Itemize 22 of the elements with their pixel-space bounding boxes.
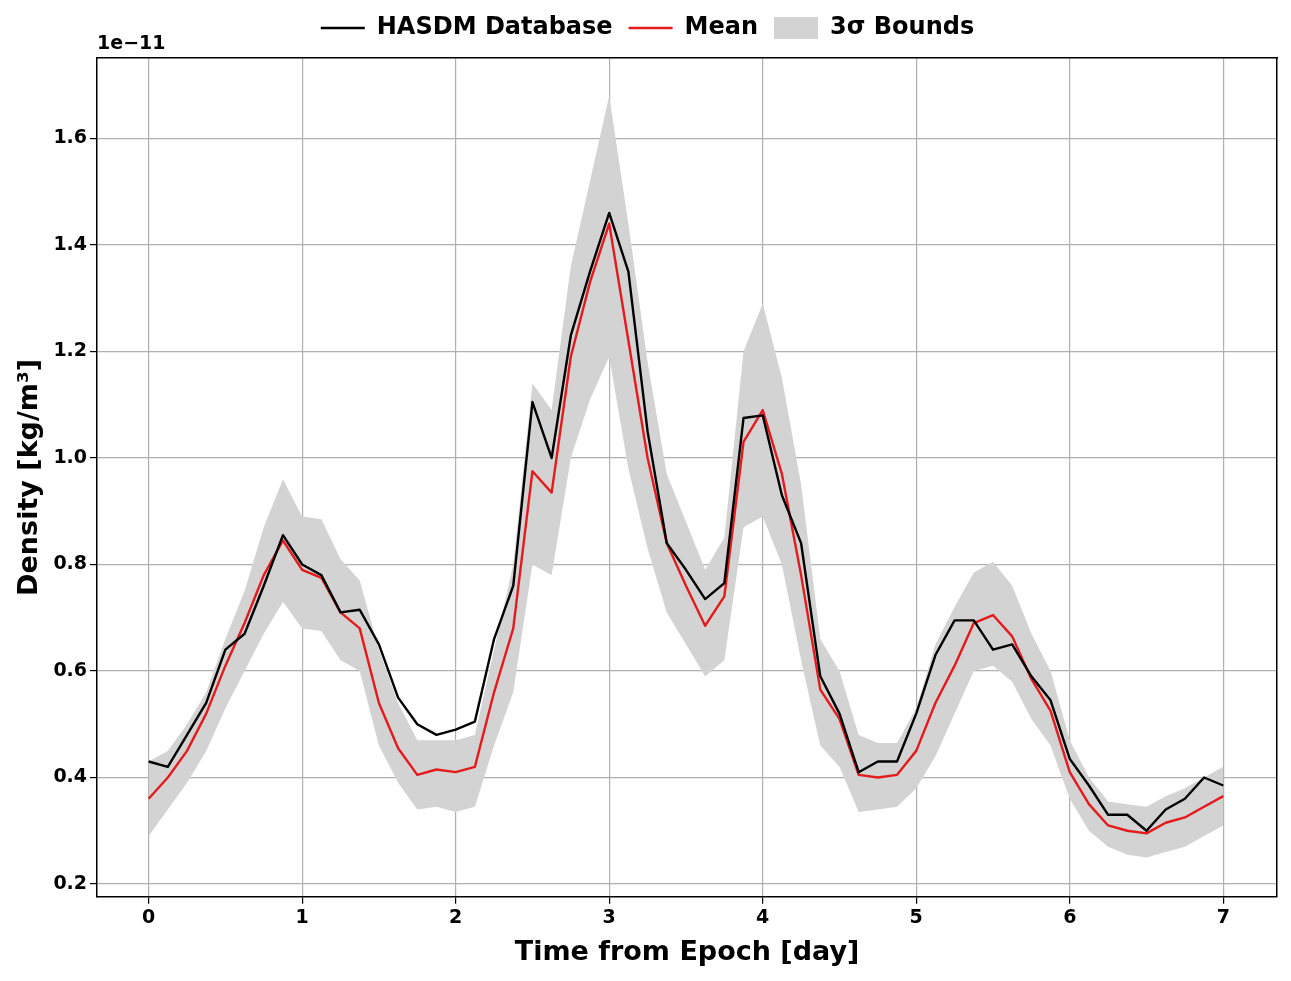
y-tick-label: 1.0 [53,444,88,467]
legend-label: 3σ Bounds [830,12,975,41]
x-tick-label: 5 [909,905,923,928]
x-tick-label: 7 [1216,905,1230,928]
y-tick-label: 1.2 [53,338,88,361]
y-tick-label: 0.2 [53,870,88,893]
x-tick-label: 0 [142,905,156,928]
y-axis-title: Density [kg/m³] [12,358,44,596]
x-tick-label: 1 [295,905,309,928]
x-tick-label: 3 [602,905,616,928]
y-tick-label: 0.6 [53,657,88,680]
x-tick-label: 6 [1063,905,1077,928]
text: 1e−11 [97,31,166,54]
legend-label: HASDM Database [376,12,613,41]
y-tick-label: 0.8 [53,551,88,574]
x-axis-title: Time from Epoch [day] [514,934,860,966]
y-tick-label: 0.4 [53,764,88,787]
legend-label: Mean [684,12,759,41]
y-tick-label: 1.6 [53,125,88,148]
x-tick-label: 4 [756,905,770,928]
x-tick-label: 2 [449,905,463,928]
y-tick-label: 1.4 [53,231,88,254]
